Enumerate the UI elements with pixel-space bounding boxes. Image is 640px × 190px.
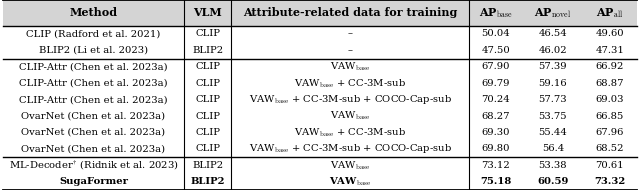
Text: VAW$_{\mathrm{base}}$ + CC-3M-sub + COCO-Cap-sub: VAW$_{\mathrm{base}}$ + CC-3M-sub + COCO… [248, 142, 452, 155]
Text: VAW$_{\mathrm{base}}$ + CC-3M-sub + COCO-Cap-sub: VAW$_{\mathrm{base}}$ + CC-3M-sub + COCO… [248, 93, 452, 106]
Text: SugaFormer: SugaFormer [59, 177, 128, 186]
Text: 66.92: 66.92 [596, 62, 624, 71]
Text: AP$_{\mathrm{base}}$: AP$_{\mathrm{base}}$ [479, 6, 513, 20]
Text: OvarNet (Chen et al. 2023a): OvarNet (Chen et al. 2023a) [21, 128, 166, 137]
Text: 67.96: 67.96 [596, 128, 624, 137]
Text: 69.03: 69.03 [596, 95, 624, 104]
Text: 70.61: 70.61 [596, 161, 624, 170]
Text: 57.73: 57.73 [538, 95, 567, 104]
Text: 75.18: 75.18 [480, 177, 511, 186]
Text: CLIP: CLIP [195, 79, 220, 88]
Text: 73.32: 73.32 [595, 177, 625, 186]
Text: 69.80: 69.80 [481, 144, 510, 153]
Text: 73.12: 73.12 [481, 161, 510, 170]
Text: –: – [348, 46, 353, 55]
Text: 69.79: 69.79 [481, 79, 510, 88]
Text: CLIP-Attr (Chen et al. 2023a): CLIP-Attr (Chen et al. 2023a) [19, 79, 168, 88]
Text: VAW$_{\mathrm{base}}$ + CC-3M-sub: VAW$_{\mathrm{base}}$ + CC-3M-sub [294, 126, 406, 139]
Text: 68.52: 68.52 [596, 144, 624, 153]
Bar [3, 0, 637, 26]
Text: 53.38: 53.38 [538, 161, 567, 170]
Text: 70.24: 70.24 [481, 95, 510, 104]
Text: BLIP2 (Li et al. 2023): BLIP2 (Li et al. 2023) [39, 46, 148, 55]
Text: –: – [348, 29, 353, 38]
Text: CLIP-Attr (Chen et al. 2023a): CLIP-Attr (Chen et al. 2023a) [19, 95, 168, 104]
Text: VAW$_{\mathrm{base}}$: VAW$_{\mathrm{base}}$ [330, 60, 371, 73]
Text: 55.44: 55.44 [538, 128, 567, 137]
Text: 56.4: 56.4 [541, 144, 564, 153]
Text: 67.90: 67.90 [481, 62, 510, 71]
Text: VAW$_{\mathrm{base}}$ + CC-3M-sub: VAW$_{\mathrm{base}}$ + CC-3M-sub [294, 77, 406, 89]
Text: CLIP: CLIP [195, 144, 220, 153]
Text: CLIP: CLIP [195, 128, 220, 137]
Text: 49.60: 49.60 [596, 29, 624, 38]
Text: BLIP2: BLIP2 [190, 177, 225, 186]
Text: 46.02: 46.02 [538, 46, 567, 55]
Text: ML-Decoder$^{\dagger}$ (Ridnik et al. 2023): ML-Decoder$^{\dagger}$ (Ridnik et al. 20… [8, 158, 179, 172]
Text: BLIP2: BLIP2 [192, 161, 223, 170]
Text: 66.85: 66.85 [596, 112, 624, 120]
Text: VAW$_{\mathrm{base}}$: VAW$_{\mathrm{base}}$ [329, 175, 371, 188]
Text: VAW$_{\mathrm{base}}$: VAW$_{\mathrm{base}}$ [330, 159, 371, 172]
Text: 68.87: 68.87 [596, 79, 624, 88]
Text: CLIP: CLIP [195, 29, 220, 38]
Text: 57.39: 57.39 [538, 62, 567, 71]
Text: AP$_{\mathrm{all}}$: AP$_{\mathrm{all}}$ [596, 6, 623, 20]
Text: 47.31: 47.31 [595, 46, 624, 55]
Text: 69.30: 69.30 [481, 128, 510, 137]
Text: VAW$_{\mathrm{base}}$: VAW$_{\mathrm{base}}$ [330, 110, 371, 122]
Text: AP$_{\mathrm{novel}}$: AP$_{\mathrm{novel}}$ [534, 6, 572, 20]
Text: OvarNet (Chen et al. 2023a): OvarNet (Chen et al. 2023a) [21, 144, 166, 153]
Text: Method: Method [69, 7, 118, 18]
Text: Attribute-related data for training: Attribute-related data for training [243, 7, 458, 18]
Text: 47.50: 47.50 [481, 46, 510, 55]
Text: CLIP (Radford et al. 2021): CLIP (Radford et al. 2021) [26, 29, 161, 38]
Text: CLIP-Attr (Chen et al. 2023a): CLIP-Attr (Chen et al. 2023a) [19, 62, 168, 71]
Text: 46.54: 46.54 [538, 29, 567, 38]
Text: OvarNet (Chen et al. 2023a): OvarNet (Chen et al. 2023a) [21, 112, 166, 120]
Text: 50.04: 50.04 [481, 29, 510, 38]
Text: CLIP: CLIP [195, 112, 220, 120]
Text: 60.59: 60.59 [537, 177, 568, 186]
Text: 53.75: 53.75 [538, 112, 567, 120]
Text: CLIP: CLIP [195, 95, 220, 104]
Text: 68.27: 68.27 [481, 112, 510, 120]
Text: CLIP: CLIP [195, 62, 220, 71]
Text: VLM: VLM [193, 7, 222, 18]
Text: BLIP2: BLIP2 [192, 46, 223, 55]
Text: 59.16: 59.16 [538, 79, 567, 88]
